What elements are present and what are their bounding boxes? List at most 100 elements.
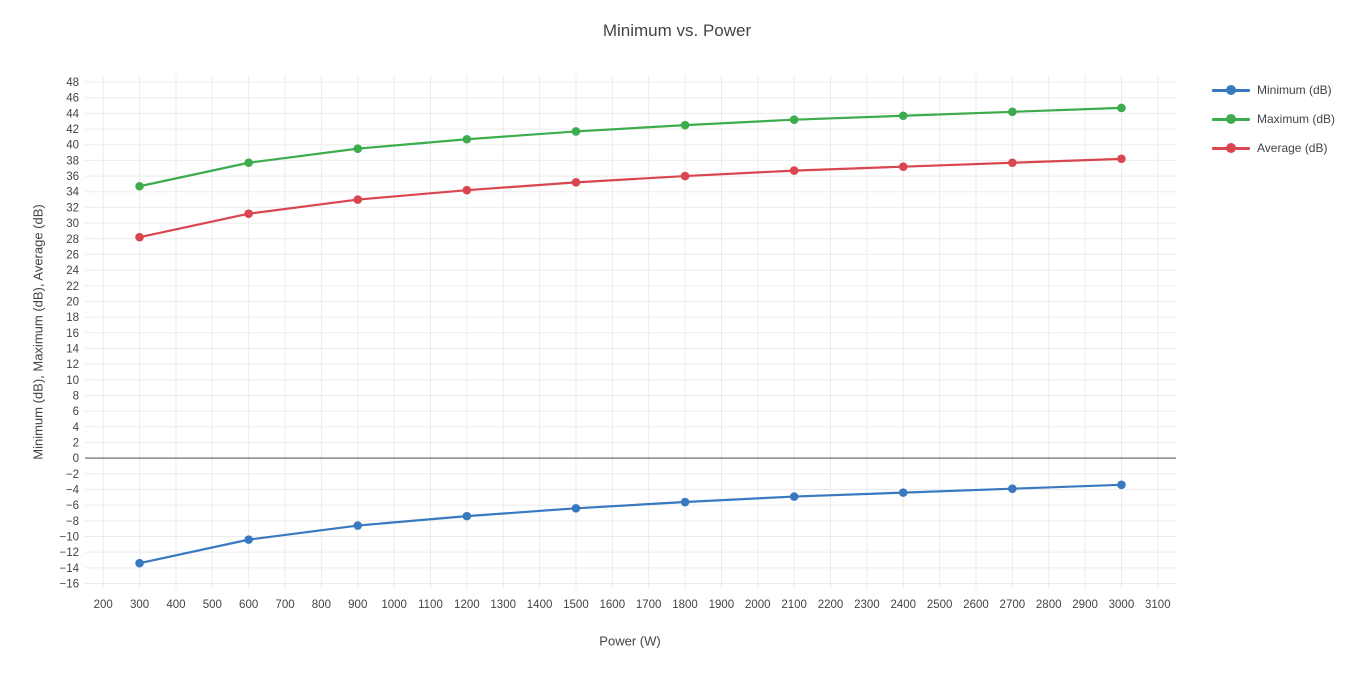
y-tick-label: −10 [59,532,79,544]
y-tick-label: 8 [73,390,79,402]
y-axis-title: Minimum (dB), Maximum (dB), Average (dB) [30,204,46,460]
series-line-maximum-db [138,106,1123,188]
legend-dot [1226,84,1236,95]
legend-item-average-db[interactable]: Average (dB) [1212,133,1335,162]
x-tick-label: 200 [94,599,113,611]
y-tick-label: 26 [66,249,79,261]
y-tick-label: 36 [66,171,79,183]
data-point-maximum-db[interactable] [462,134,472,144]
data-point-maximum-db[interactable] [680,120,690,130]
legend-item-minimum-db[interactable]: Minimum (dB) [1212,75,1335,104]
x-tick-label: 2200 [818,599,844,611]
data-point-maximum-db[interactable] [789,115,799,124]
x-tick-label: 800 [312,599,331,611]
x-tick-label: 2800 [1036,599,1062,611]
x-tick-label: 500 [203,599,222,611]
x-tick-label: 3000 [1109,599,1135,611]
y-tick-label: 44 [66,108,79,120]
series-line-average-db [138,157,1123,239]
data-point-average-db[interactable] [353,195,363,204]
y-tick-label: −12 [59,547,79,559]
data-point-maximum-db[interactable] [571,127,581,136]
y-tick-label: 38 [66,155,79,167]
x-tick-label: 3100 [1145,599,1171,611]
x-tick-label: 1200 [454,599,480,611]
x-tick-label: 2000 [745,599,771,611]
y-tick-label: 2 [73,437,79,449]
data-point-average-db[interactable] [1117,154,1126,164]
data-point-minimum-db[interactable] [353,521,363,530]
y-tick-label: 20 [66,296,79,308]
data-point-minimum-db[interactable] [1008,484,1017,494]
data-point-average-db[interactable] [135,232,144,242]
legend-marker-icon [1212,84,1250,95]
data-point-minimum-db[interactable] [462,511,472,521]
x-tick-label: 1800 [672,599,698,611]
y-tick-label: 48 [66,77,79,89]
x-tick-label: 2500 [927,599,953,611]
x-tick-label: 1500 [563,599,589,611]
data-point-average-db[interactable] [1008,158,1017,168]
data-point-minimum-db[interactable] [135,558,144,568]
data-point-average-db[interactable] [571,178,581,187]
data-point-maximum-db[interactable] [1008,107,1017,117]
y-tick-label: 6 [73,406,79,418]
data-point-minimum-db[interactable] [571,503,581,513]
legend-dot [1226,142,1236,153]
y-tick-label: 32 [66,202,79,214]
legend-marker-icon [1212,142,1250,153]
x-tick-label: 2700 [1000,599,1026,611]
data-point-average-db[interactable] [898,162,908,171]
data-point-average-db[interactable] [462,185,472,195]
legend-label: Average (dB) [1257,140,1328,155]
data-point-minimum-db[interactable] [789,492,799,501]
plot-drag-area[interactable] [85,75,1176,589]
legend-item-maximum-db[interactable]: Maximum (dB) [1212,104,1335,133]
data-point-minimum-db[interactable] [1117,480,1126,490]
data-point-minimum-db[interactable] [898,488,908,497]
data-point-maximum-db[interactable] [353,144,363,153]
data-point-average-db[interactable] [244,209,253,218]
y-tick-label: 46 [66,93,79,105]
y-tick-label: 18 [66,312,79,324]
data-point-maximum-db[interactable] [244,158,253,168]
y-tick-label: 16 [66,328,79,340]
data-point-maximum-db[interactable] [898,111,908,121]
x-tick-label: 900 [348,599,367,611]
data-point-maximum-db[interactable] [135,181,144,191]
legend-marker-icon [1212,113,1250,124]
data-point-maximum-db[interactable] [1117,103,1126,113]
x-tick-label: 300 [130,599,149,611]
series-line-minimum-db [138,483,1123,565]
x-axis-title: Power (W) [599,633,661,649]
y-tick-label: 0 [73,453,79,465]
y-tick-label: −4 [66,484,80,496]
data-point-average-db[interactable] [789,166,799,175]
x-tick-label: 1700 [636,599,662,611]
y-tick-label: −2 [66,469,79,481]
data-point-minimum-db[interactable] [244,535,253,544]
chart-title: Minimum vs. Power [602,21,752,40]
x-tick-label: 1600 [600,599,626,611]
data-point-minimum-db[interactable] [680,497,690,507]
y-tick-label: 4 [73,422,80,434]
y-tick-label: 42 [66,124,79,136]
x-tick-label: 1900 [709,599,735,611]
y-tick-label: 30 [66,218,79,230]
x-tick-label: 1000 [381,599,407,611]
x-tick-label: 2300 [854,599,880,611]
legend: Minimum (dB) Maximum (dB) Average (dB) [1212,75,1335,162]
x-tick-label: 600 [239,599,258,611]
x-tick-label: 2400 [890,599,916,611]
data-point-average-db[interactable] [680,171,690,181]
x-tick-label: 400 [166,599,185,611]
legend-label: Minimum (dB) [1257,82,1332,97]
x-tick-label: 2600 [963,599,989,611]
x-tick-label: 2900 [1072,599,1098,611]
legend-dot [1226,113,1236,124]
x-tick-label: 2100 [781,599,807,611]
y-tick-label: 40 [66,140,79,152]
y-tick-label: −8 [66,516,79,528]
x-tick-label: 1400 [527,599,553,611]
